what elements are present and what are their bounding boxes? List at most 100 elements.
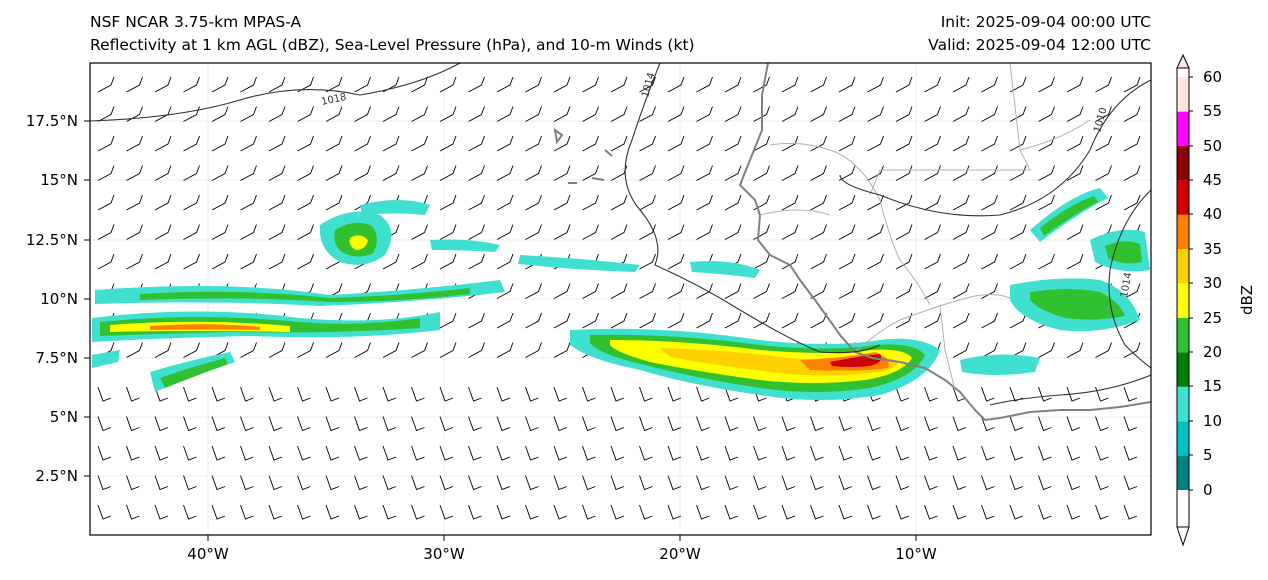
wind-barb [1009,106,1027,122]
wind-barb [439,504,454,520]
wind-barb [297,445,311,461]
wind-barb [639,504,653,520]
wind-barb [895,135,913,152]
wind-barb [1095,445,1109,461]
wind-barb [97,194,115,211]
wind-barb [924,76,941,93]
wind-barb [838,312,856,329]
wind-barb [838,504,853,520]
wind-barb [468,76,485,93]
wind-barb [781,224,799,240]
wind-barb [553,342,571,358]
wind-barb [724,445,739,461]
wind-barb [1123,106,1141,122]
wind-barb [325,342,343,358]
wind-barb [553,445,568,461]
wind-barb [183,342,200,358]
wind-barb [1066,76,1084,93]
wind-barb [696,475,710,491]
wind-barb [781,312,799,329]
wind-barb [724,76,742,93]
wind-barb [838,253,856,270]
wind-barb [610,283,628,299]
wind-barb [952,76,970,93]
wind-barb [895,106,913,122]
wind-barb [981,224,998,240]
wind-barb [1153,313,1169,328]
wind-barb [525,106,542,122]
wind-barb [810,475,824,491]
wind-barb [582,165,599,181]
wind-barb [297,224,314,240]
wind-barb [696,504,710,520]
wind-barb [382,253,400,270]
colorbar-swatches [1177,77,1189,527]
wind-barb [810,194,827,211]
init-time: Init: 2025-09-04 00:00 UTC [940,13,1151,31]
isobars [90,63,1151,406]
wind-barb [610,135,628,152]
lat-label: 2.5°N [35,467,78,485]
wind-barb [838,416,853,432]
wind-barb [354,342,371,358]
wind-barb [354,76,371,93]
wind-barb [97,224,115,240]
wind-barb [1095,475,1109,491]
wind-barb [753,165,770,181]
wind-barb [610,445,625,461]
wind-barb [610,416,625,432]
wind-barb [895,475,910,491]
wind-barb [496,76,514,93]
wind-barb [639,312,656,329]
wind-barb [781,475,796,491]
wind-barb [382,416,397,432]
wind-barb [981,76,998,93]
wind-barb [496,342,514,358]
wind-barb [439,445,454,461]
wind-barb [297,416,311,432]
wind-barb [240,504,254,520]
colorbar-tick-label: 20 [1203,343,1223,361]
wind-barb [154,342,172,358]
wind-barb [325,76,343,93]
wind-barb [753,475,767,491]
wind-barb [496,445,511,461]
wind-barb [439,342,457,358]
wind-barb [1066,416,1081,432]
wind-barb [867,165,884,181]
wind-barb [183,194,200,211]
wind-barb [1123,534,1125,535]
wind-barb [382,475,397,491]
wind-barb [468,253,485,270]
country-borders [759,63,1091,391]
wind-barb [1066,135,1084,152]
colorbar-swatch [1177,455,1189,490]
reflectivity-cluster-north [319,200,640,272]
wind-barb [183,445,197,461]
wind-barb [325,504,340,520]
wind-barb [696,386,710,402]
wind-barb [867,253,884,270]
wind-barb [154,165,172,181]
wind-barb [753,135,770,152]
wind-barb [981,312,998,329]
wind-barb [496,253,514,270]
wind-barb [781,534,783,535]
wind-barb [439,224,457,240]
wind-barb [952,165,970,181]
wind-barb [667,165,685,181]
wind-barb [781,445,796,461]
wind-barb [1153,107,1169,122]
wind-barb [810,416,824,432]
wind-barb [867,283,884,299]
wind-barb [667,416,682,432]
wind-barb [1123,283,1141,299]
wind-barb [753,504,767,520]
wind-barb [268,416,283,432]
wind-barb [667,386,682,402]
wind-barb [268,135,286,152]
wind-barb [924,445,938,461]
wind-barb [981,135,998,152]
wind-barb [1123,135,1141,152]
wind-barb [240,386,254,402]
